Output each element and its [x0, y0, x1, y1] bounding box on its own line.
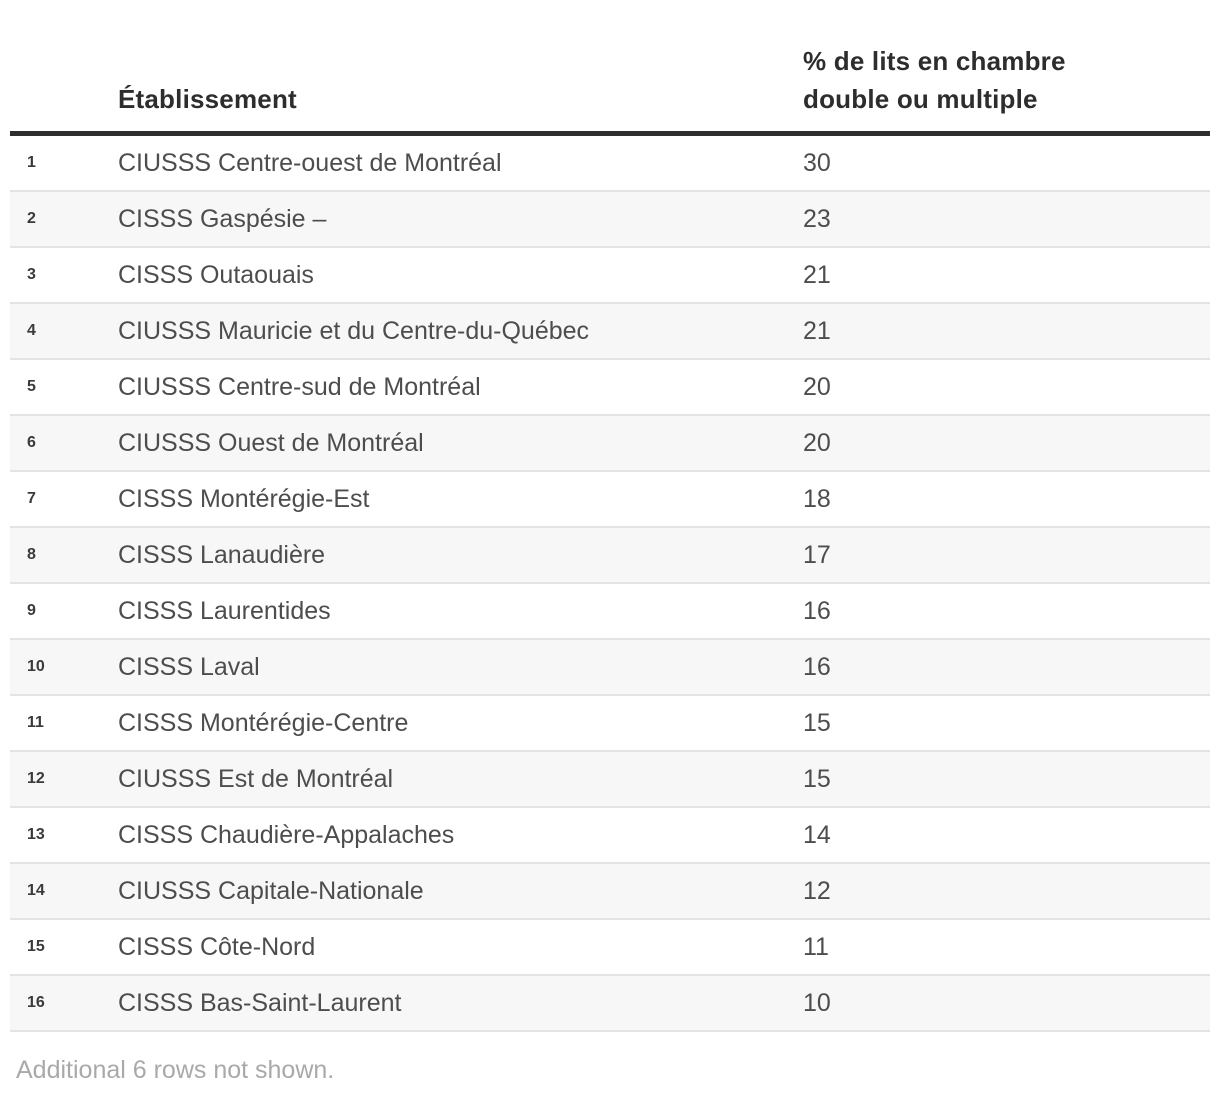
table-row: 5 CIUSSS Centre-sud de Montréal 20: [10, 360, 1210, 416]
row-percent: 16: [803, 652, 831, 681]
table-row: 10 CISSS Laval 16: [10, 640, 1210, 696]
row-establishment: CIUSSS Capitale-Nationale: [118, 876, 424, 905]
row-percent: 10: [803, 988, 831, 1017]
row-percent: 23: [803, 204, 831, 233]
row-rank: 9: [27, 602, 36, 619]
row-percent: 15: [803, 764, 831, 793]
table-row: 9 CISSS Laurentides 16: [10, 584, 1210, 640]
table-row: 3 CISSS Outaouais 21: [10, 248, 1210, 304]
row-establishment: CISSS Gaspésie –: [118, 204, 327, 233]
row-rank: 16: [27, 994, 45, 1011]
row-rank: 5: [27, 378, 36, 395]
row-percent: 14: [803, 820, 831, 849]
table-row: 14 CIUSSS Capitale-Nationale 12: [10, 864, 1210, 920]
table-row: 1 CIUSSS Centre-ouest de Montréal 30: [10, 136, 1210, 192]
table-row: 11 CISSS Montérégie-Centre 15: [10, 696, 1210, 752]
table-row: 8 CISSS Lanaudière 17: [10, 528, 1210, 584]
row-percent: 17: [803, 540, 831, 569]
row-rank: 11: [27, 714, 44, 731]
row-establishment: CISSS Laurentides: [118, 596, 331, 625]
hidden-rows-note: Additional 6 rows not shown.: [16, 1056, 335, 1084]
row-percent: 21: [803, 316, 831, 345]
row-rank: 4: [27, 322, 36, 339]
row-percent: 30: [803, 148, 831, 177]
table-row: 13 CISSS Chaudière-Appalaches 14: [10, 808, 1210, 864]
row-percent: 16: [803, 596, 831, 625]
row-rank: 1: [27, 154, 36, 171]
row-establishment: CISSS Lanaudière: [118, 540, 326, 569]
row-rank: 8: [27, 546, 36, 563]
row-establishment: CISSS Laval: [118, 652, 260, 681]
row-rank: 12: [27, 770, 45, 787]
table-row: 16 CISSS Bas-Saint-Laurent 10: [10, 976, 1210, 1032]
row-rank: 2: [27, 210, 36, 227]
row-establishment: CIUSSS Centre-ouest de Montréal: [118, 148, 502, 177]
row-establishment: CIUSSS Est de Montréal: [118, 764, 394, 793]
row-establishment: CIUSSS Mauricie et du Centre-du-Québec: [118, 316, 590, 345]
row-percent: 20: [803, 428, 831, 457]
column-header-establishment: Établissement: [118, 84, 297, 114]
row-percent: 21: [803, 260, 831, 289]
row-rank: 6: [27, 434, 36, 451]
table-header: Établissement % de lits en chambre doubl…: [10, 0, 1210, 136]
row-establishment: CISSS Montérégie-Centre: [118, 708, 409, 737]
row-percent: 15: [803, 708, 831, 737]
table-row: 7 CISSS Montérégie-Est 18: [10, 472, 1210, 528]
row-establishment: CISSS Montérégie-Est: [118, 484, 370, 513]
row-establishment: CIUSSS Centre-sud de Montréal: [118, 372, 481, 401]
table-row: 12 CIUSSS Est de Montréal 15: [10, 752, 1210, 808]
row-percent: 20: [803, 372, 831, 401]
table-row: 6 CIUSSS Ouest de Montréal 20: [10, 416, 1210, 472]
table-row: 15 CISSS Côte-Nord 11: [10, 920, 1210, 976]
row-percent: 18: [803, 484, 831, 513]
row-establishment: CISSS Bas-Saint-Laurent: [118, 988, 402, 1017]
row-rank: 14: [27, 882, 45, 899]
row-percent: 12: [803, 876, 831, 905]
row-establishment: CIUSSS Ouest de Montréal: [118, 428, 424, 457]
column-header-percent-double-rooms: % de lits en chambre double ou multiple: [803, 46, 1066, 114]
row-establishment: CISSS Outaouais: [118, 260, 314, 289]
table-row: 2 CISSS Gaspésie – 23: [10, 192, 1210, 248]
table-body: 1 CIUSSS Centre-ouest de Montréal 30 2 C…: [10, 136, 1210, 1032]
row-rank: 3: [27, 266, 36, 283]
row-establishment: CISSS Côte-Nord: [118, 932, 316, 961]
row-rank: 7: [27, 490, 36, 507]
row-percent: 11: [803, 932, 829, 961]
row-rank: 13: [27, 826, 45, 843]
row-establishment: CISSS Chaudière-Appalaches: [118, 820, 455, 849]
row-rank: 10: [27, 658, 45, 675]
row-rank: 15: [27, 938, 45, 955]
table-row: 4 CIUSSS Mauricie et du Centre-du-Québec…: [10, 304, 1210, 360]
